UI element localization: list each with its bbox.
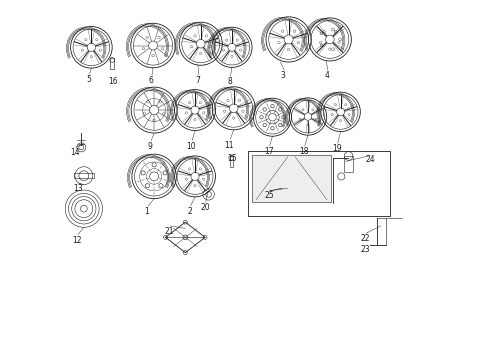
Text: 5: 5 xyxy=(86,75,91,84)
Text: 6: 6 xyxy=(148,76,153,85)
Bar xyxy=(252,155,330,202)
Bar xyxy=(344,156,352,172)
Text: 20: 20 xyxy=(200,203,209,212)
Text: 9: 9 xyxy=(147,141,152,150)
Text: 7: 7 xyxy=(195,76,200,85)
Text: 22: 22 xyxy=(360,234,370,243)
Text: 21: 21 xyxy=(164,226,174,235)
Text: 15: 15 xyxy=(227,154,237,163)
Text: 17: 17 xyxy=(263,147,273,156)
Text: 14: 14 xyxy=(70,148,80,157)
Text: 12: 12 xyxy=(72,235,81,244)
Bar xyxy=(229,156,232,167)
Text: 10: 10 xyxy=(186,141,196,150)
Text: 13: 13 xyxy=(73,184,83,193)
Text: 23: 23 xyxy=(360,244,370,253)
Text: 25: 25 xyxy=(264,191,274,200)
Text: 2: 2 xyxy=(187,207,192,216)
Text: 4: 4 xyxy=(324,71,329,80)
Text: 24: 24 xyxy=(365,155,375,164)
Bar xyxy=(110,58,114,69)
Text: 16: 16 xyxy=(108,77,118,86)
Text: 1: 1 xyxy=(144,207,149,216)
Text: 3: 3 xyxy=(280,71,285,80)
Text: 11: 11 xyxy=(224,140,234,149)
Text: 18: 18 xyxy=(299,147,308,156)
Text: 8: 8 xyxy=(226,77,231,86)
Text: 19: 19 xyxy=(331,144,341,153)
Bar xyxy=(247,150,389,216)
Bar xyxy=(74,173,94,179)
